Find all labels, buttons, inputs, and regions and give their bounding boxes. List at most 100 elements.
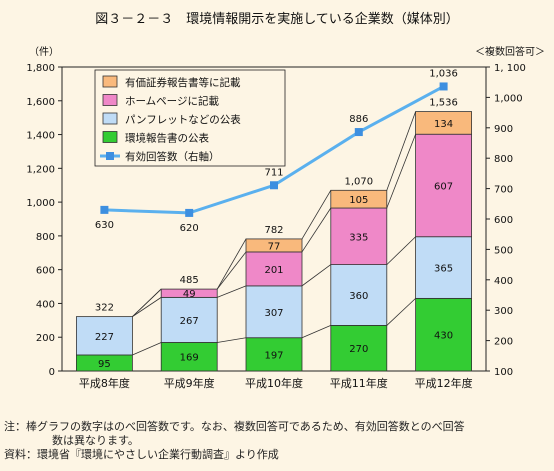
left-axis-tick-label: 200 (36, 333, 55, 344)
bar-segment-value-label: 360 (349, 291, 368, 302)
bar-total-label: 782 (264, 225, 283, 236)
legend-label: 有価証券報告書等に記載 (125, 76, 241, 89)
right-axis-tick-label: 600 (494, 215, 513, 226)
response-count-point (439, 82, 448, 91)
response-count-point (185, 208, 194, 217)
bar-segment-2 (330, 264, 388, 326)
bar-segment-value-label: 307 (264, 308, 283, 319)
bar-segment-value-label: 607 (434, 181, 453, 192)
footnote-line-2: 数は異なります。 (52, 434, 139, 447)
x-category-label: 平成8年度 (79, 376, 130, 390)
left-axis-tick-label: 1,400 (26, 131, 55, 142)
right-axis-tick-label: 400 (494, 276, 513, 287)
response-count-label: 620 (180, 223, 199, 234)
bar-segment-value-label: 430 (434, 331, 453, 342)
legend-line-marker (106, 152, 114, 160)
legend-swatch (102, 75, 118, 88)
left-axis-tick-label: 1,000 (26, 198, 55, 209)
x-category-label: 平成9年度 (164, 376, 215, 390)
bar-segment-1 (160, 342, 218, 372)
source-note: 資料：環境省『環境にやさしい企業行動調査』より作成 (4, 448, 279, 461)
footnote-line-1: 注：棒グラフの数字はのべ回答数です。なお、複数回答可であるため、有効回答数とのべ… (4, 420, 465, 433)
legend-label: ホームページに記載 (125, 95, 219, 108)
bar-segment-2 (245, 285, 303, 339)
right-axis-tick-label: 500 (494, 245, 513, 256)
right-axis-tick-label: 800 (494, 154, 513, 165)
response-count-label: 1,036 (429, 68, 458, 79)
bar-segment-2 (160, 296, 218, 343)
bar-segment-value-label: 169 (180, 353, 199, 364)
legend-box (94, 69, 286, 167)
bar-total-label: 1,536 (429, 98, 458, 109)
response-count-label: 886 (349, 114, 368, 125)
bar-segment-3 (330, 207, 388, 265)
bar-segment-4 (330, 189, 388, 209)
bar-segment-4 (415, 111, 473, 135)
left-axis-tick-label: 1,200 (26, 164, 55, 175)
bar-segment-value-label: 335 (349, 232, 368, 243)
bar-segment-2 (76, 316, 133, 356)
legend-swatch (102, 94, 118, 106)
bar-total-label: 485 (180, 275, 199, 286)
bar-segment-3 (245, 251, 303, 287)
stack-connector-line (216, 251, 247, 290)
bar-segment-3 (415, 133, 473, 238)
stack-connector-line (301, 264, 332, 287)
x-category-label: 平成12年度 (415, 376, 473, 390)
stack-connector-line (132, 297, 162, 317)
stack-connector-line (301, 325, 331, 339)
bar-total-label: 322 (95, 303, 114, 314)
left-axis-tick-label: 1,800 (26, 63, 55, 74)
response-count-label: 711 (264, 167, 283, 178)
stack-connector-line (132, 288, 162, 317)
x-category-label: 平成11年度 (330, 376, 388, 390)
bar-segment-value-label: 227 (95, 332, 114, 343)
bar-segment-value-label: 270 (349, 344, 368, 355)
left-axis-tick-label: 0 (49, 367, 55, 378)
stack-connector-line (301, 190, 332, 240)
response-count-label: 630 (95, 220, 114, 231)
stack-connector-line (132, 342, 162, 356)
response-count-point (354, 128, 363, 137)
right-axis-tick-label: 700 (494, 185, 513, 196)
bar-segment-value-label: 134 (434, 119, 453, 130)
legend-label: 有効回答数（右軸） (125, 150, 220, 163)
right-axis-note-label: ＜複数回答可＞ (475, 45, 545, 58)
legend-label: パンフレットなどの公表 (125, 113, 241, 126)
stack-connector-line (386, 298, 416, 326)
right-axis-tick-label: 1,000 (494, 93, 523, 104)
bar-segment-3 (160, 288, 218, 298)
right-axis-tick-label: 1, 100 (494, 63, 526, 74)
bar-segment-value-label: 201 (264, 265, 283, 276)
right-axis-tick-label: 100 (494, 367, 513, 378)
left-axis-tick-label: 800 (36, 232, 55, 243)
stack-connector-line (217, 337, 247, 343)
right-axis-tick-label: 200 (494, 337, 513, 348)
left-axis-tick-label: 400 (36, 299, 55, 310)
bar-segment-1 (330, 324, 388, 372)
bar-segment-2 (415, 236, 473, 299)
stack-connector-line (386, 111, 416, 191)
bar-segment-value-label: 105 (349, 195, 368, 206)
bar-segment-value-label: 95 (98, 359, 111, 370)
bar-segment-value-label: 49 (183, 289, 196, 300)
right-axis-tick-label: 300 (494, 306, 513, 317)
response-count-point (100, 205, 109, 214)
bar-segment-4 (245, 238, 303, 253)
bar-segment-1 (415, 297, 473, 372)
stack-connector-line (386, 134, 416, 209)
stack-connector-line (217, 285, 247, 298)
bar-segment-value-label: 365 (434, 264, 453, 275)
left-axis-tick-label: 600 (36, 266, 55, 277)
legend-swatch (102, 112, 118, 125)
bar-segment-value-label: 267 (180, 316, 199, 327)
left-axis-tick-label: 1,600 (26, 97, 55, 108)
stack-connector-line (216, 238, 247, 290)
chart-title: 図３－２－３ 環境情報開示を実施している企業数（媒体別） (95, 12, 459, 27)
legend-swatch (102, 131, 118, 143)
stack-connector-line (386, 236, 416, 265)
response-count-point (270, 181, 278, 190)
bar-total-label: 1,070 (344, 176, 373, 187)
x-category-label: 平成10年度 (245, 376, 303, 390)
